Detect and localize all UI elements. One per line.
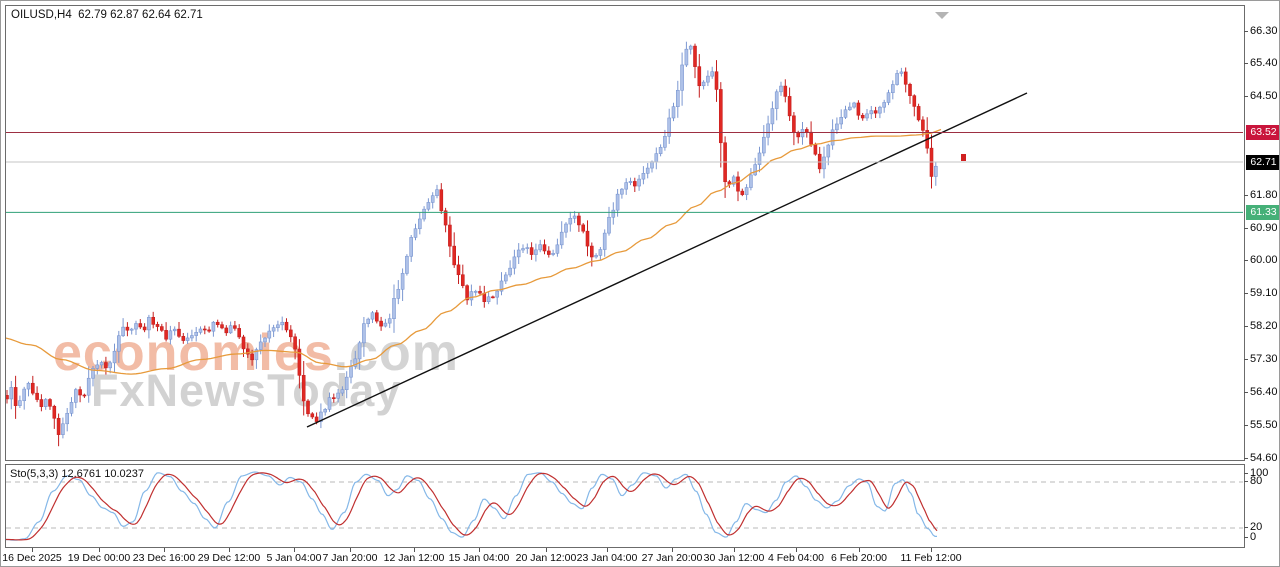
price-axis-label: 60.00 (1250, 254, 1278, 267)
date-axis-tick (546, 548, 547, 552)
stochastic-k-value: 12.6761 (61, 468, 102, 480)
date-axis-label: 19 Dec 00:00 (67, 552, 131, 564)
date-axis-tick (734, 548, 735, 552)
price-axis-label: 57.30 (1250, 353, 1278, 365)
stochastic-d-line (6, 472, 938, 541)
date-axis-tick (931, 548, 932, 552)
price-axis-tick (1244, 260, 1248, 262)
date-axis-label: 20 Jan 12:00 (515, 552, 577, 564)
price-badge-support: 61.33 (1246, 204, 1279, 220)
price-axis-tick (1244, 96, 1248, 98)
price-axis-tick (1244, 326, 1248, 328)
stochastic-series (6, 471, 1243, 541)
price-axis-tick (1244, 30, 1248, 32)
price-axis-tick (1244, 194, 1248, 196)
date-axis-tick (32, 548, 33, 552)
chart-overlays (6, 92, 1243, 428)
date-axis-label: 29 Dec 12:00 (197, 552, 261, 564)
price-axis-label: 58.20 (1250, 320, 1278, 333)
date-axis-label: 23 Jan 04:00 (576, 552, 638, 564)
moving-average-line (6, 128, 942, 375)
date-axis-tick (294, 548, 295, 552)
stochastic-name: Sto(5,3,3) (10, 468, 59, 480)
stoch-axis-label: 100 (1250, 467, 1269, 479)
stoch-axis-tick (1244, 527, 1248, 528)
date-axis-tick (350, 548, 351, 552)
symbol-ohlc-title: OILUSD,H4 62.79 62.87 62.64 62.71 (11, 9, 203, 21)
date-axis-tick (164, 548, 165, 552)
price-badge-current: 62.71 (1246, 154, 1279, 170)
date-axis-label: 4 Feb 04:00 (767, 552, 825, 564)
stochastic-k-line (6, 471, 937, 541)
price-axis-tick (1244, 424, 1248, 426)
stochastic-panel[interactable] (5, 464, 1245, 548)
price-axis-tick (1244, 457, 1248, 459)
price-axis-label: 66.30 (1250, 24, 1278, 37)
date-axis-tick (229, 548, 230, 552)
price-axis-label: 56.40 (1250, 385, 1278, 398)
date-axis-tick (607, 548, 608, 552)
price-badge-resistance: 63.52 (1246, 124, 1279, 140)
price-axis-label: 54.60 (1250, 451, 1278, 464)
date-axis-label: 5 Jan 04:00 (266, 552, 322, 564)
stochastic-indicator-label: Sto(5,3,3) 12.6761 10.0237 (10, 468, 144, 480)
date-axis-tick (796, 548, 797, 552)
price-axis-tick (1244, 227, 1248, 229)
price-axis-label: 59.10 (1250, 287, 1278, 300)
price-axis-label: 55.50 (1250, 418, 1278, 431)
date-axis-label: 27 Jan 20:00 (641, 552, 703, 564)
date-axis-label: 11 Feb 12:00 (900, 552, 962, 564)
price-axis-tick (1244, 293, 1248, 295)
price-axis-label: 61.80 (1250, 188, 1278, 201)
ascending-trendline (306, 92, 1028, 428)
price-marker (961, 154, 966, 161)
date-axis-label: 15 Jan 04:00 (448, 552, 510, 564)
date-axis-label: 7 Jan 20:00 (322, 552, 378, 564)
price-axis-tick (1244, 63, 1248, 65)
scroll-to-end-icon[interactable] (935, 12, 949, 19)
date-axis-tick (672, 548, 673, 552)
price-axis-label: 64.50 (1250, 90, 1278, 103)
stoch-axis-tick (1244, 537, 1248, 538)
stoch-axis-label: 80 (1250, 475, 1263, 487)
stoch-axis-tick (1244, 481, 1248, 482)
date-axis-tick (479, 548, 480, 552)
candlestick-series (6, 41, 938, 447)
date-axis-label: 6 Feb 20:00 (830, 552, 888, 564)
stoch-axis-tick (1244, 473, 1248, 474)
stochastic-d-value: 10.0237 (104, 468, 144, 480)
date-axis-tick (99, 548, 100, 552)
price-axis-tick (1244, 359, 1248, 360)
stoch-axis-label: 20 (1250, 521, 1263, 533)
date-axis-tick (859, 548, 860, 552)
price-axis-label: 65.40 (1250, 57, 1278, 70)
date-axis-label: 16 Dec 2025 (2, 552, 62, 564)
stoch-axis-label: 0 (1250, 531, 1257, 543)
price-axis-label: 60.90 (1250, 221, 1278, 234)
date-axis-label: 12 Jan 12:00 (383, 552, 445, 564)
main-chart-area[interactable] (5, 5, 1245, 461)
date-axis-tick (414, 548, 415, 552)
date-axis-label: 30 Jan 12:00 (703, 552, 765, 564)
date-axis-label: 23 Dec 16:00 (132, 552, 196, 564)
price-axis-tick (1244, 391, 1248, 393)
